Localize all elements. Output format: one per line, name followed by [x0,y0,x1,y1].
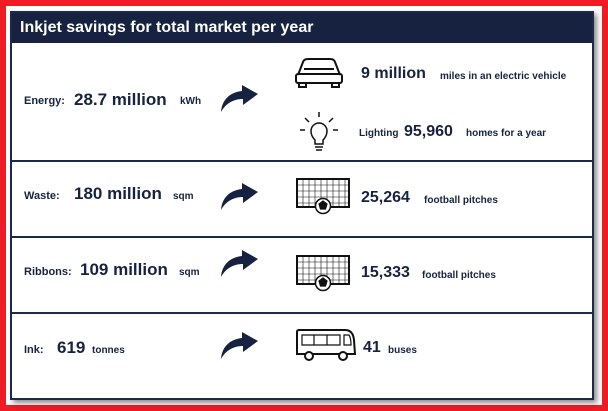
row-label: Waste: [24,190,60,202]
row-unit: tonnes [92,345,125,356]
row-unit: sqm [179,267,200,278]
row-unit: sqm [173,191,194,202]
arrow-icon [218,331,260,361]
arrow-icon [218,249,260,279]
equivalent-number: 15,333 [361,264,410,281]
row-value: 619 [57,338,86,357]
row-value: 28.7 million [74,90,167,109]
equivalent-number: 9 million [361,65,426,82]
football-goal-icon [295,175,351,215]
lightbulb-icon [298,111,340,155]
row-waste: Waste: 180 million sqm 25,264 football p… [12,160,592,236]
row-energy: Energy: 28.7 million kWh 9 million miles… [12,43,592,160]
row-ink: Ink: 619 tonnes 41 buses [12,312,592,398]
equivalent-number: 41 [363,339,381,356]
row-ribbons: Ribbons: 109 million sqm 15,333 football… [12,236,592,312]
card-title: Inkjet savings for total market per year [12,13,592,43]
row-label: Energy: [24,95,65,107]
row-label: Ribbons: [24,266,72,278]
equivalent-number: 95,960 [404,123,453,140]
savings-card: Inkjet savings for total market per year… [10,11,594,400]
arrow-icon [218,182,260,212]
equivalent-text: buses [388,345,417,356]
equivalent-text: homes for a year [466,128,547,139]
row-value: 109 million [80,260,168,279]
row-unit: kWh [180,96,202,107]
equivalent-text: miles in an electric vehicle [440,71,567,82]
football-goal-icon [295,252,351,292]
equivalent-text: football pitches [422,270,496,281]
car-icon [294,55,344,89]
row-label: Ink: [24,344,44,356]
equivalent-text: football pitches [424,195,498,206]
bus-icon [295,328,357,364]
arrow-icon [218,84,260,114]
equivalent-number: 25,264 [361,189,410,206]
row-value: 180 million [74,184,162,203]
equivalent-prefix: Lighting [359,128,399,139]
